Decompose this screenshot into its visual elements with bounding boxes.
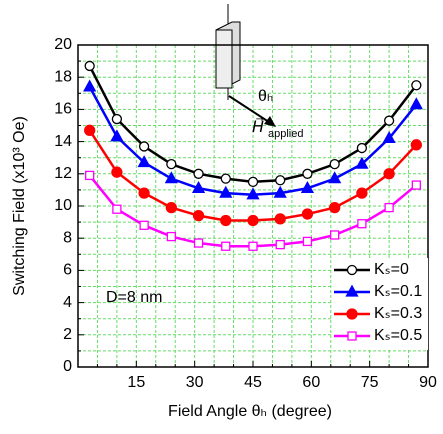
marker: [85, 170, 95, 181]
marker: [246, 187, 260, 200]
x-tick-label: 90: [419, 374, 437, 391]
legend-marker: [346, 264, 358, 276]
marker: [356, 187, 368, 199]
marker: [409, 97, 423, 110]
marker: [302, 236, 313, 247]
x-tick-label: 75: [361, 374, 379, 391]
marker: [330, 230, 340, 240]
marker: [328, 171, 342, 184]
marker: [275, 239, 285, 250]
angle-label: θₕ: [258, 88, 273, 105]
marker: [219, 185, 233, 198]
marker: [166, 158, 177, 170]
marker: [411, 80, 422, 91]
magnet-face: [215, 29, 233, 89]
field-subscript: applied: [268, 128, 303, 140]
marker: [383, 115, 395, 126]
y-tick-label: 14: [54, 133, 72, 150]
marker: [220, 214, 232, 227]
legend-label: Kₛ=0.1: [374, 283, 422, 300]
marker: [164, 171, 178, 184]
marker: [301, 208, 314, 220]
x-axis-label: Field Angle θₕ (degree): [168, 403, 332, 420]
marker: [247, 214, 259, 227]
marker: [220, 173, 231, 184]
legend-marker: [347, 331, 357, 341]
marker: [410, 139, 422, 151]
legend-label: Kₛ=0.3: [374, 305, 422, 322]
annotation: D=8 nm: [106, 289, 162, 306]
y-tick-label: 12: [54, 165, 72, 182]
legend-marker: [345, 284, 359, 297]
marker: [84, 60, 95, 72]
marker: [329, 201, 341, 214]
marker: [111, 113, 123, 125]
y-tick-label: 16: [54, 101, 72, 118]
arrow-head: [264, 116, 276, 127]
marker: [165, 201, 177, 214]
y-tick-label: 10: [54, 197, 72, 214]
y-tick-label: 6: [63, 262, 72, 279]
marker: [411, 180, 421, 190]
marker: [273, 185, 287, 198]
x-tick-label: 30: [186, 374, 204, 391]
marker: [191, 180, 206, 193]
x-tick-label: 60: [302, 374, 320, 391]
y-axis-label: Switching Field (x10³ Oe): [11, 116, 28, 296]
marker: [382, 131, 396, 144]
marker: [356, 142, 368, 154]
marker: [247, 176, 259, 188]
marker: [139, 220, 149, 230]
marker: [300, 180, 315, 193]
y-tick-label: 8: [63, 229, 72, 246]
marker: [355, 156, 369, 169]
y-tick-label: 2: [63, 326, 72, 343]
y-tick-label: 0: [63, 358, 72, 375]
marker: [166, 231, 176, 242]
marker: [84, 124, 96, 136]
x-tick-label: 45: [244, 374, 262, 391]
legend-label: Kₛ=0.5: [374, 327, 422, 344]
marker: [193, 168, 204, 179]
field-label: H⃗: [252, 116, 264, 136]
marker: [110, 129, 124, 142]
marker: [274, 213, 286, 225]
marker: [383, 168, 395, 180]
marker: [137, 155, 151, 168]
marker: [329, 158, 340, 170]
marker: [193, 238, 204, 248]
marker: [384, 202, 394, 213]
marker: [138, 141, 150, 152]
marker: [112, 204, 122, 214]
marker: [357, 219, 367, 229]
marker: [192, 210, 205, 222]
y-tick-label: 18: [54, 68, 72, 85]
legend-label: Kₛ=0: [374, 261, 409, 278]
x-tick-label: 15: [127, 374, 145, 391]
marker: [221, 241, 231, 251]
marker: [111, 166, 123, 178]
marker: [275, 175, 286, 186]
marker: [302, 168, 313, 179]
marker: [83, 79, 97, 92]
y-tick-label: 20: [54, 36, 72, 53]
y-tick-label: 4: [63, 294, 72, 311]
marker: [138, 187, 150, 199]
marker: [248, 241, 258, 251]
legend-marker: [346, 308, 358, 320]
magnet-diagram: [215, 4, 276, 127]
field-arrow: [228, 95, 273, 125]
